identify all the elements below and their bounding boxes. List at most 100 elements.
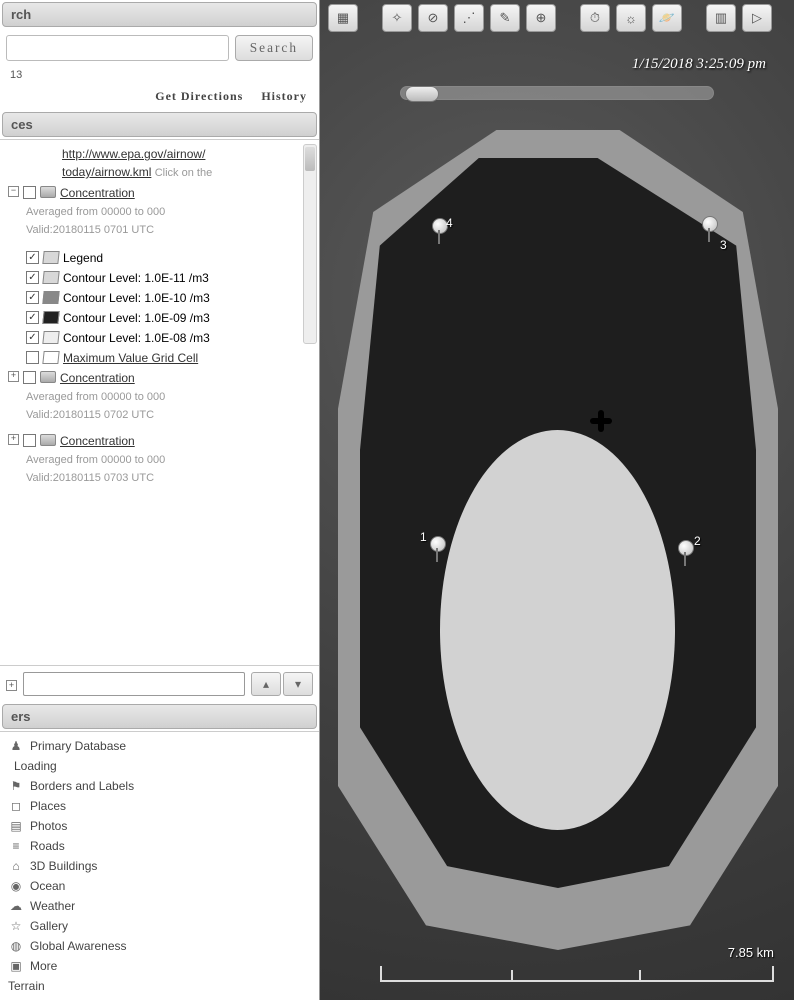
layer-roads[interactable]: ≡Roads: [8, 836, 311, 856]
globe-icon: ◉: [8, 879, 24, 893]
epa-link-1[interactable]: http://www.epa.gov/airnow/: [62, 147, 205, 161]
concentration-group-1[interactable]: − Concentration: [8, 183, 313, 203]
contour-level-inner: [440, 430, 675, 830]
search-row: Search: [0, 29, 319, 67]
layer-loading: Loading: [8, 756, 311, 776]
weather-icon: ☁: [8, 899, 24, 913]
concentration-label[interactable]: Concentration: [60, 369, 135, 387]
layers-list: ♟Primary Database Loading ⚑Borders and L…: [0, 731, 319, 1000]
checkbox[interactable]: [23, 434, 36, 447]
tool-sunlight-icon[interactable]: ☼: [616, 4, 646, 32]
layer-terrain[interactable]: Terrain: [8, 976, 311, 996]
search-panel-header[interactable]: rch: [2, 2, 317, 27]
pushpin-1[interactable]: [428, 536, 446, 564]
layer-primary-db[interactable]: ♟Primary Database: [8, 736, 311, 756]
photo-icon: ▤: [8, 819, 24, 833]
road-icon: ≡: [8, 839, 24, 853]
checkbox[interactable]: [26, 271, 39, 284]
tool-image-overlay-icon[interactable]: ✎: [490, 4, 520, 32]
expander-icon[interactable]: −: [8, 186, 19, 197]
tool-polygon-icon[interactable]: ⊘: [418, 4, 448, 32]
contour-row-4[interactable]: Contour Level: 1.0E-08 /m3: [26, 328, 313, 348]
tool-history-icon[interactable]: ⏱: [580, 4, 610, 32]
maxcell-row[interactable]: Maximum Value Grid Cell: [26, 348, 313, 368]
maxcell-label[interactable]: Maximum Value Grid Cell: [63, 349, 198, 367]
tree-scrollbar[interactable]: [303, 144, 317, 344]
tool-play-icon[interactable]: ▷: [742, 4, 772, 32]
layer-gallery[interactable]: ☆ Gallery: [8, 916, 311, 936]
move-up-button[interactable]: ▴: [251, 672, 281, 696]
map-toolbar: ▦ ✧ ⊘ ⋰ ✎ ⊕ ⏱ ☼ 🪐 ▥ ▷: [328, 4, 786, 32]
expander-icon[interactable]: +: [8, 371, 19, 382]
layer-global-awareness[interactable]: ◍Global Awareness: [8, 936, 311, 956]
coord-text: 13: [0, 67, 319, 83]
contour-label: Contour Level: 1.0E-10 /m3: [63, 289, 210, 307]
scale-text: 7.85 km: [728, 945, 774, 960]
checkbox[interactable]: [26, 251, 39, 264]
place-icon: ◻: [8, 799, 24, 813]
layer-borders[interactable]: ⚑Borders and Labels: [8, 776, 311, 796]
expander-icon[interactable]: +: [6, 680, 17, 691]
tool-planet-icon[interactable]: 🪐: [652, 4, 682, 32]
contour-label: Contour Level: 1.0E-08 /m3: [63, 329, 210, 347]
time-slider[interactable]: [400, 86, 714, 100]
pushpin-3[interactable]: [700, 216, 718, 244]
folder-icon: [40, 371, 56, 383]
layer-label: Terrain: [8, 979, 45, 993]
item-selector[interactable]: [23, 672, 245, 696]
checkbox[interactable]: [23, 186, 36, 199]
concentration-group-3[interactable]: + Concentration: [8, 431, 313, 451]
timestamp-overlay: 1/15/2018 3:25:09 pm: [632, 56, 766, 73]
avg-text: Averaged from 00000 to 000: [26, 389, 165, 406]
layer-places[interactable]: ◻ Places: [8, 796, 311, 816]
folder-icon: [40, 186, 56, 198]
layer-ocean[interactable]: ◉Ocean: [8, 876, 311, 896]
tool-panel-icon[interactable]: ▦: [328, 4, 358, 32]
source-marker-icon: [590, 410, 612, 432]
layer-photos[interactable]: ▤Photos: [8, 816, 311, 836]
loading-label: Loading: [14, 759, 57, 773]
concentration-label[interactable]: Concentration: [60, 184, 135, 202]
tool-ruler-icon[interactable]: ▥: [706, 4, 736, 32]
legend-row[interactable]: Legend: [26, 248, 313, 268]
layer-label: Global Awareness: [30, 939, 127, 953]
layer-3d-buildings[interactable]: ⌂3D Buildings: [8, 856, 311, 876]
layer-weather[interactable]: ☁ Weather: [8, 896, 311, 916]
search-button[interactable]: Search: [235, 35, 313, 61]
places-tree: http://www.epa.gov/airnow/ today/airnow.…: [0, 139, 319, 665]
history-link[interactable]: History: [261, 89, 307, 104]
layer-label: Weather: [30, 899, 75, 913]
pushpin-2[interactable]: [676, 540, 694, 568]
checkbox[interactable]: [26, 291, 39, 304]
contour-row-3[interactable]: Contour Level: 1.0E-09 /m3: [26, 308, 313, 328]
checkbox[interactable]: [26, 331, 39, 344]
search-input[interactable]: [6, 35, 229, 61]
places-panel-header[interactable]: ces: [2, 112, 317, 137]
flag-icon: ⚑: [8, 779, 24, 793]
layers-panel-header[interactable]: ers: [2, 704, 317, 729]
checkbox[interactable]: [26, 311, 39, 324]
polygon-icon: [42, 311, 59, 324]
epa-link-2[interactable]: today/airnow.kml: [62, 165, 151, 179]
checkbox[interactable]: [26, 351, 39, 364]
concentration-label[interactable]: Concentration: [60, 432, 135, 450]
expander-icon[interactable]: +: [8, 434, 19, 445]
contour-row-2[interactable]: Contour Level: 1.0E-10 /m3: [26, 288, 313, 308]
tool-path-icon[interactable]: ⋰: [454, 4, 484, 32]
star-icon: ☆: [8, 919, 24, 933]
polygon-icon: [42, 331, 59, 344]
valid-text: Valid:20180115 0703 UTC: [26, 470, 154, 487]
map-viewport[interactable]: ▦ ✧ ⊘ ⋰ ✎ ⊕ ⏱ ☼ 🪐 ▥ ▷ 1/15/2018 3:25:09 …: [320, 0, 794, 1000]
checkbox[interactable]: [23, 371, 36, 384]
tool-placemark-icon[interactable]: ✧: [382, 4, 412, 32]
move-down-button[interactable]: ▾: [283, 672, 313, 696]
layer-more[interactable]: ▣More: [8, 956, 311, 976]
contour-row-1[interactable]: Contour Level: 1.0E-11 /m3: [26, 268, 313, 288]
concentration-group-2[interactable]: + Concentration: [8, 368, 313, 388]
selector-row: + ▴ ▾: [0, 665, 319, 702]
tool-record-icon[interactable]: ⊕: [526, 4, 556, 32]
layer-label: 3D Buildings: [30, 859, 97, 873]
layer-label: Places: [30, 799, 66, 813]
layer-label: Gallery: [30, 919, 68, 933]
get-directions-link[interactable]: Get Directions: [155, 89, 243, 104]
